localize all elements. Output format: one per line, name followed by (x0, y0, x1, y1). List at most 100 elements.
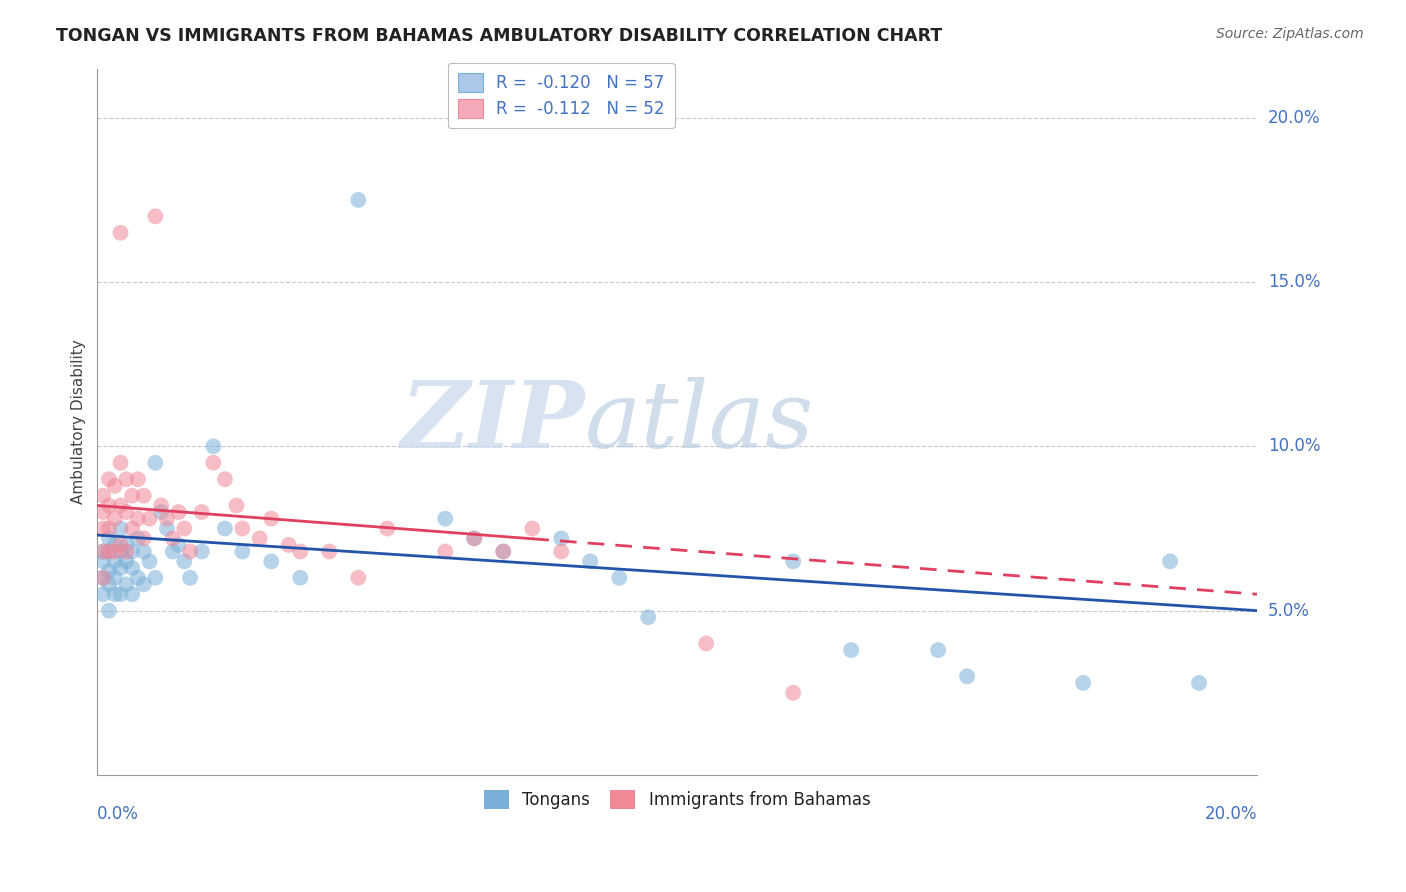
Point (121, 489, 143, 503)
Point (463, 532, 485, 546)
Point (97, 564, 120, 578)
Point (1188, 676, 1211, 690)
Point (347, 193, 370, 207)
Point (132, 544, 155, 558)
Point (150, 505, 173, 519)
Text: TONGAN VS IMMIGRANTS FROM BAHAMAS AMBULATORY DISABILITY CORRELATION CHART: TONGAN VS IMMIGRANTS FROM BAHAMAS AMBULA… (56, 27, 942, 45)
Point (97, 577, 120, 591)
Point (104, 511, 127, 525)
Point (143, 571, 166, 585)
Point (522, 521, 544, 535)
Point (839, 643, 862, 657)
Point (121, 587, 143, 601)
Point (202, 439, 225, 453)
Point (115, 544, 138, 558)
Point (579, 554, 602, 568)
Text: 10.0%: 10.0% (1268, 437, 1320, 455)
Point (143, 456, 166, 470)
Text: 20.0%: 20.0% (1268, 109, 1320, 127)
Point (637, 610, 659, 624)
Point (110, 456, 132, 470)
Point (138, 511, 160, 525)
Text: 20.0%: 20.0% (1205, 805, 1257, 823)
Point (202, 456, 225, 470)
Point (156, 521, 179, 535)
Point (434, 544, 457, 558)
Point (132, 489, 155, 503)
Point (97, 544, 120, 558)
Point (121, 544, 143, 558)
Point (97, 521, 120, 535)
Point (121, 561, 143, 575)
Point (127, 571, 149, 585)
Y-axis label: Ambulatory Disability: Ambulatory Disability (72, 339, 86, 504)
Point (214, 521, 236, 535)
Point (104, 554, 127, 568)
Point (1159, 554, 1181, 568)
Point (104, 571, 127, 585)
Point (231, 521, 253, 535)
Point (127, 511, 149, 525)
Point (97, 532, 120, 546)
Point (434, 511, 457, 525)
Point (463, 532, 485, 546)
Legend: Tongans, Immigrants from Bahamas: Tongans, Immigrants from Bahamas (478, 783, 877, 816)
Point (1071, 676, 1094, 690)
Point (277, 538, 299, 552)
Point (110, 499, 132, 513)
Point (492, 544, 515, 558)
Point (132, 532, 155, 546)
Point (167, 505, 190, 519)
Point (150, 499, 173, 513)
Point (162, 532, 184, 546)
Point (231, 544, 253, 558)
Point (91, 587, 114, 601)
Point (260, 511, 283, 525)
Point (607, 571, 630, 585)
Point (179, 544, 201, 558)
Point (110, 544, 132, 558)
Point (190, 505, 212, 519)
Point (162, 544, 184, 558)
Point (695, 636, 717, 650)
Point (91, 544, 114, 558)
Point (127, 472, 149, 486)
Point (121, 521, 143, 535)
Point (97, 544, 120, 558)
Point (173, 554, 195, 568)
Point (956, 669, 979, 683)
Point (782, 554, 804, 568)
Point (115, 554, 138, 568)
Point (290, 571, 312, 585)
Point (214, 472, 236, 486)
Point (115, 538, 138, 552)
Point (97, 472, 120, 486)
Point (550, 544, 572, 558)
Point (927, 643, 949, 657)
Point (115, 472, 138, 486)
Text: 5.0%: 5.0% (1268, 601, 1310, 620)
Point (782, 686, 804, 700)
Point (97, 499, 120, 513)
Point (91, 554, 114, 568)
Point (110, 587, 132, 601)
Point (179, 571, 201, 585)
Point (110, 561, 132, 575)
Point (110, 521, 132, 535)
Point (104, 544, 127, 558)
Point (190, 544, 212, 558)
Point (97, 604, 120, 618)
Point (132, 577, 155, 591)
Point (115, 577, 138, 591)
Point (138, 554, 160, 568)
Point (167, 538, 190, 552)
Point (110, 226, 132, 240)
Point (104, 538, 127, 552)
Point (91, 544, 114, 558)
Point (260, 554, 283, 568)
Point (91, 521, 114, 535)
Point (91, 489, 114, 503)
Point (127, 532, 149, 546)
Point (91, 505, 114, 519)
Text: Source: ZipAtlas.com: Source: ZipAtlas.com (1216, 27, 1364, 41)
